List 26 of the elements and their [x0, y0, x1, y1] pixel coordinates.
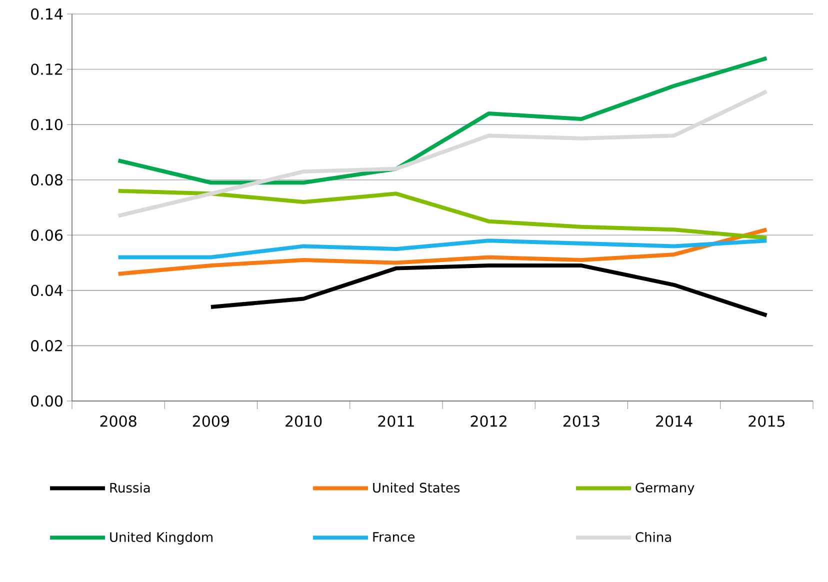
x-tick-label: 2011 — [378, 416, 414, 427]
line-series — [208, 264, 769, 318]
x-tick-label: 2014 — [656, 416, 692, 427]
y-tick-label: 0.14 — [31, 8, 63, 20]
legend-label: France — [373, 532, 415, 542]
legend-label: United Kingdom — [110, 532, 212, 545]
x-tick-label: 2015 — [748, 416, 784, 427]
line-series — [116, 228, 769, 276]
x-tick-label: 2012 — [470, 416, 506, 427]
y-tick-label: 0.06 — [31, 229, 63, 241]
y-tick-label: 0.00 — [31, 395, 62, 407]
legend-label: Russia — [110, 482, 150, 493]
x-tick-label: 2013 — [563, 416, 600, 427]
y-tick-label: 0.04 — [31, 284, 63, 296]
line-series — [116, 56, 769, 185]
line-series — [116, 188, 769, 240]
x-tick-label: 2008 — [100, 416, 136, 427]
x-tick-label: 2010 — [286, 416, 322, 427]
legend-label: China — [636, 532, 671, 542]
legend-label: Germany — [636, 482, 694, 496]
y-tick-label: 0.12 — [31, 64, 62, 75]
x-tick-label: 2009 — [192, 416, 229, 427]
y-tick-label: 0.08 — [31, 174, 62, 186]
legend-label: United States — [373, 482, 460, 493]
y-tick-label: 0.02 — [31, 340, 62, 352]
y-tick-label: 0.10 — [31, 118, 62, 130]
